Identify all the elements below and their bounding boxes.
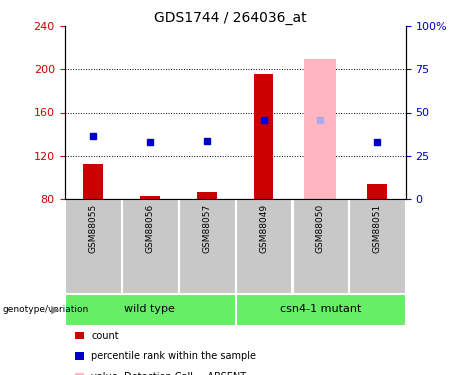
Bar <box>197 192 217 199</box>
Bar <box>236 294 405 324</box>
Bar <box>83 164 103 199</box>
Text: GSM88049: GSM88049 <box>259 203 268 253</box>
Bar <box>367 184 387 199</box>
Bar <box>122 199 177 292</box>
Text: GDS1744 / 264036_at: GDS1744 / 264036_at <box>154 11 307 25</box>
Text: ▶: ▶ <box>52 304 60 314</box>
Text: GSM88057: GSM88057 <box>202 203 211 253</box>
Bar <box>75 332 84 339</box>
Bar <box>65 294 235 324</box>
Text: percentile rank within the sample: percentile rank within the sample <box>91 351 256 361</box>
Text: GSM88050: GSM88050 <box>316 203 325 253</box>
Text: wild type: wild type <box>124 304 175 314</box>
Bar <box>179 199 235 292</box>
Text: count: count <box>91 331 119 340</box>
Bar <box>65 199 121 292</box>
Text: value, Detection Call = ABSENT: value, Detection Call = ABSENT <box>91 372 246 375</box>
Text: GSM88051: GSM88051 <box>373 203 382 253</box>
Text: csn4-1 mutant: csn4-1 mutant <box>280 304 361 314</box>
Bar <box>75 352 84 360</box>
Bar <box>140 195 160 199</box>
Bar <box>293 199 348 292</box>
Bar <box>236 199 291 292</box>
Bar <box>304 58 337 199</box>
Text: GSM88055: GSM88055 <box>89 203 97 253</box>
Text: genotype/variation: genotype/variation <box>2 305 89 314</box>
Bar <box>254 74 273 199</box>
Text: GSM88056: GSM88056 <box>145 203 154 253</box>
Bar <box>75 373 84 375</box>
Bar <box>349 199 405 292</box>
